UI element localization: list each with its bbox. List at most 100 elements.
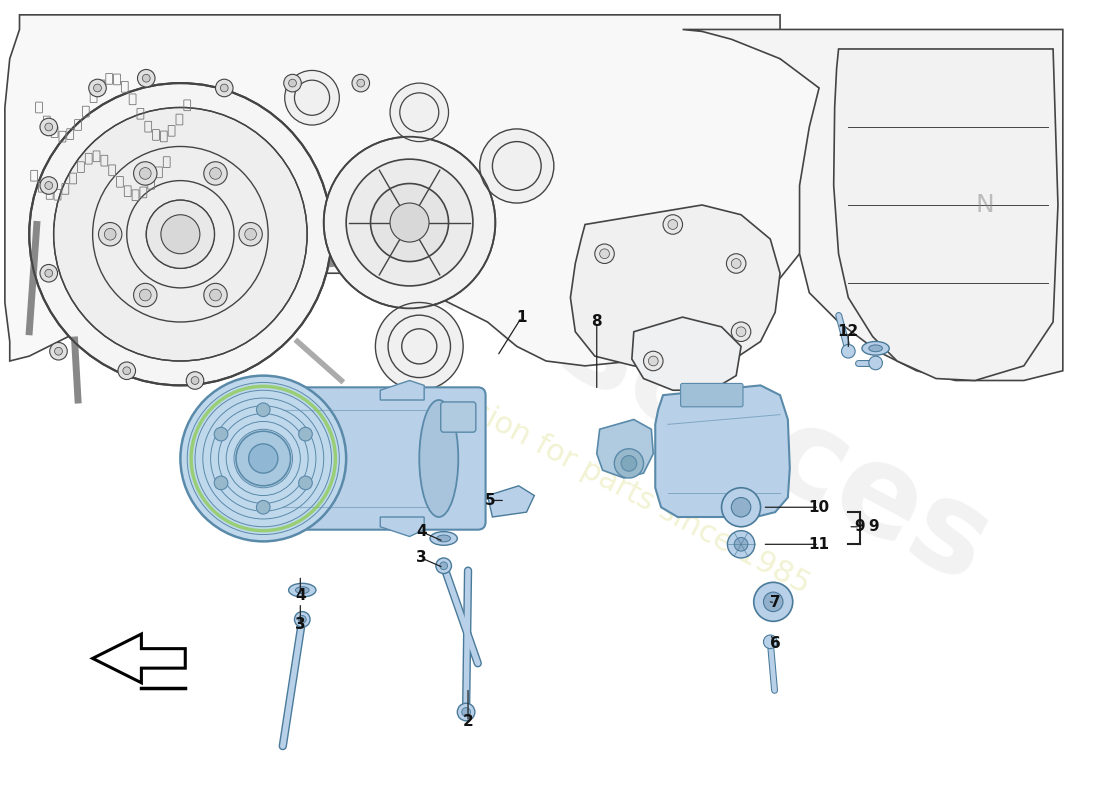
Circle shape [244,228,256,240]
Text: 7: 7 [770,595,781,610]
Circle shape [648,356,658,366]
Circle shape [140,289,151,301]
Polygon shape [381,381,425,400]
Ellipse shape [869,345,882,352]
Text: 3: 3 [416,550,427,566]
Circle shape [726,254,746,274]
Circle shape [644,351,663,370]
Circle shape [402,329,437,364]
Circle shape [323,137,495,308]
Text: 5: 5 [485,493,496,508]
Ellipse shape [419,400,459,517]
Circle shape [614,449,644,478]
Circle shape [732,322,751,342]
Circle shape [299,476,312,490]
Circle shape [55,347,63,355]
Ellipse shape [437,535,451,542]
Polygon shape [92,634,185,682]
Circle shape [388,315,451,378]
Text: 12: 12 [838,324,859,339]
Circle shape [352,74,370,92]
Circle shape [763,635,777,649]
Circle shape [204,162,228,185]
Circle shape [161,214,200,254]
Text: 9: 9 [868,519,879,534]
Circle shape [298,615,306,623]
FancyBboxPatch shape [265,387,485,530]
Circle shape [356,79,365,87]
Circle shape [204,283,228,306]
Circle shape [595,244,614,263]
Circle shape [754,582,793,622]
Polygon shape [571,205,780,370]
Circle shape [214,476,228,490]
Circle shape [390,83,449,142]
Circle shape [133,162,157,185]
Circle shape [288,79,296,87]
Circle shape [216,79,233,97]
Circle shape [869,356,882,370]
Circle shape [186,372,204,390]
Text: 4: 4 [416,524,427,539]
Text: N: N [976,193,994,217]
Circle shape [89,79,107,97]
Circle shape [493,142,541,190]
Text: a passion for parts since 1985: a passion for parts since 1985 [394,357,815,599]
Circle shape [346,159,473,286]
FancyBboxPatch shape [441,402,476,432]
Circle shape [99,222,122,246]
FancyBboxPatch shape [681,383,742,407]
Circle shape [45,182,53,190]
Circle shape [299,427,312,441]
Circle shape [191,377,199,384]
Circle shape [736,327,746,337]
Text: 9: 9 [855,519,866,534]
Circle shape [480,129,553,203]
Circle shape [462,708,471,717]
Circle shape [104,228,116,240]
Circle shape [399,93,439,132]
Circle shape [763,592,783,611]
Text: 10: 10 [808,500,829,514]
Circle shape [371,183,449,262]
Circle shape [668,220,678,230]
Text: 4: 4 [295,587,306,602]
Circle shape [390,203,429,242]
Circle shape [842,345,855,358]
Circle shape [50,342,67,360]
Circle shape [436,558,451,574]
Circle shape [284,74,301,92]
Circle shape [94,84,101,92]
Circle shape [40,265,57,282]
Circle shape [295,611,310,627]
Circle shape [285,70,339,125]
Ellipse shape [862,342,889,355]
Circle shape [732,258,741,268]
Circle shape [123,367,131,374]
Text: 6: 6 [770,636,781,651]
Ellipse shape [288,583,316,597]
Circle shape [600,249,609,258]
Circle shape [180,376,346,542]
Polygon shape [683,30,1063,381]
Circle shape [146,200,214,268]
Circle shape [256,403,271,417]
Text: 1: 1 [516,310,527,325]
Circle shape [45,123,53,131]
Circle shape [256,501,271,514]
Circle shape [458,703,475,721]
Circle shape [214,427,228,441]
Circle shape [440,562,448,570]
Polygon shape [487,486,535,517]
Circle shape [236,431,290,486]
Circle shape [663,214,683,234]
Circle shape [133,283,157,306]
Circle shape [239,222,262,246]
Circle shape [621,455,637,471]
Circle shape [54,107,307,361]
Ellipse shape [296,586,309,594]
Circle shape [140,167,151,179]
Circle shape [210,167,221,179]
Circle shape [295,80,330,115]
Circle shape [249,444,278,473]
